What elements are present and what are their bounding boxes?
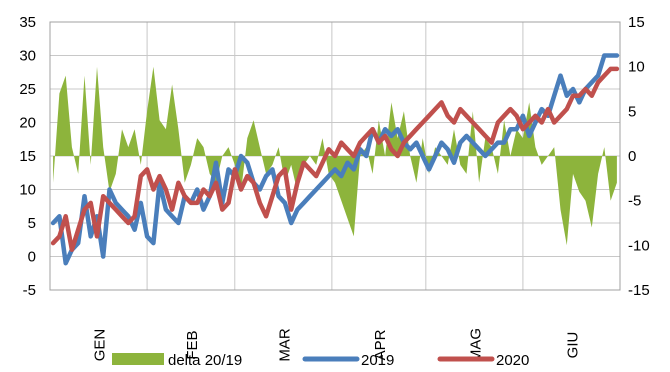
x-month-label: GIU xyxy=(564,332,581,359)
y-left-tick-label: 25 xyxy=(19,81,36,98)
y-right-tick-label: 5 xyxy=(628,103,636,120)
legend-label: delta 20/19 xyxy=(168,352,242,369)
y-left-tick-label: 35 xyxy=(19,14,36,31)
legend-swatch-area xyxy=(112,353,164,365)
x-month-label: GEN xyxy=(92,329,109,362)
y-right-tick-label: -10 xyxy=(628,237,650,254)
legend: delta 20/19 2019 2020 xyxy=(112,352,529,369)
y-left-tick-label: -5 xyxy=(23,282,36,299)
series-line-2020 xyxy=(50,66,620,253)
y-left-tick-label: 5 xyxy=(28,215,36,232)
plot-frame xyxy=(49,21,621,291)
x-month-label: MAR xyxy=(276,328,293,362)
legend-label: 2020 xyxy=(496,352,529,369)
series-lines-layer xyxy=(50,53,620,266)
x-month-label: MAG xyxy=(467,328,484,362)
y-right-tick-label: 10 xyxy=(628,59,645,76)
axes: -5 0 5 10 15 20 25 30 35 -15 -10 -5 0 5 10 15 GEN FEB MAR A… xyxy=(19,14,649,362)
y-right-tick-label: -15 xyxy=(628,282,650,299)
y-right-tick-label: 15 xyxy=(628,14,645,31)
legend-label: 2019 xyxy=(361,352,394,369)
y-left-tick-label: 15 xyxy=(19,148,36,165)
x-month-label: APR xyxy=(372,329,389,360)
y-left-tick-label: 10 xyxy=(19,182,36,199)
series-line-2019 xyxy=(50,53,620,266)
y-left-tick-label: 20 xyxy=(19,115,36,132)
y-left-tick-label: 30 xyxy=(19,48,36,65)
x-month-label: FEB xyxy=(184,330,201,359)
y-left-tick-label: 0 xyxy=(28,249,36,266)
y-right-tick-label: -5 xyxy=(628,193,641,210)
y-right-tick-label: 0 xyxy=(628,148,636,165)
